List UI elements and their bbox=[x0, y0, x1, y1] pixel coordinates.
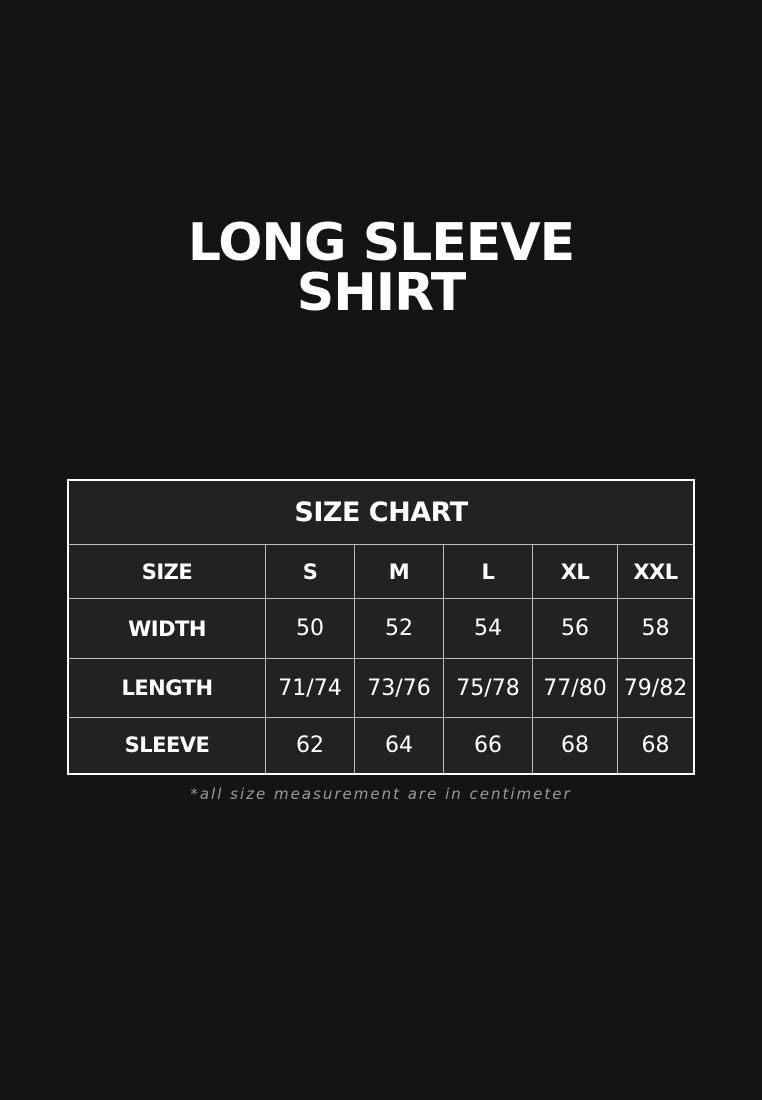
table-cell: 52 bbox=[354, 598, 444, 659]
table-row: WIDTH 50 52 54 56 58 bbox=[67, 598, 695, 659]
table-cell: 56 bbox=[532, 598, 618, 659]
page-title: LONG SLEEVE SHIRT bbox=[0, 213, 762, 323]
header-cell: XL bbox=[532, 544, 618, 599]
row-label: WIDTH bbox=[67, 598, 266, 659]
table-cell: 66 bbox=[443, 717, 533, 774]
header-cell: L bbox=[443, 544, 533, 599]
measurement-note: *all size measurement are in centimeter bbox=[190, 785, 572, 803]
header-row: SIZE S M L XL XXL bbox=[67, 544, 695, 599]
table-row: SLEEVE 62 64 66 68 68 bbox=[67, 717, 695, 774]
table-cell: 75/78 bbox=[443, 658, 533, 718]
size-chart-table: SIZE CHART SIZE S M L XL XXL WIDTH 50 52… bbox=[67, 479, 695, 775]
table-cell: 77/80 bbox=[532, 658, 618, 718]
title-line-1: LONG SLEEVE bbox=[187, 213, 575, 273]
table-cell: 79/82 bbox=[617, 658, 695, 718]
header-cell: SIZE bbox=[67, 544, 266, 599]
table-cell: 73/76 bbox=[354, 658, 444, 718]
table-caption: SIZE CHART bbox=[67, 479, 695, 545]
table-cell: 68 bbox=[617, 717, 695, 774]
table-cell: 64 bbox=[354, 717, 444, 774]
table-cell: 54 bbox=[443, 598, 533, 659]
title-line-2: SHIRT bbox=[296, 263, 467, 323]
row-label: SLEEVE bbox=[67, 717, 266, 774]
header-cell: M bbox=[354, 544, 444, 599]
table-cell: 62 bbox=[265, 717, 355, 774]
header-cell: S bbox=[265, 544, 355, 599]
table-row: LENGTH 71/74 73/76 75/78 77/80 79/82 bbox=[67, 658, 695, 718]
table-cell: 71/74 bbox=[265, 658, 355, 718]
table-cell: 50 bbox=[265, 598, 355, 659]
table-cell: 68 bbox=[532, 717, 618, 774]
table-cell: 58 bbox=[617, 598, 695, 659]
row-label: LENGTH bbox=[67, 658, 266, 718]
header-cell: XXL bbox=[617, 544, 695, 599]
